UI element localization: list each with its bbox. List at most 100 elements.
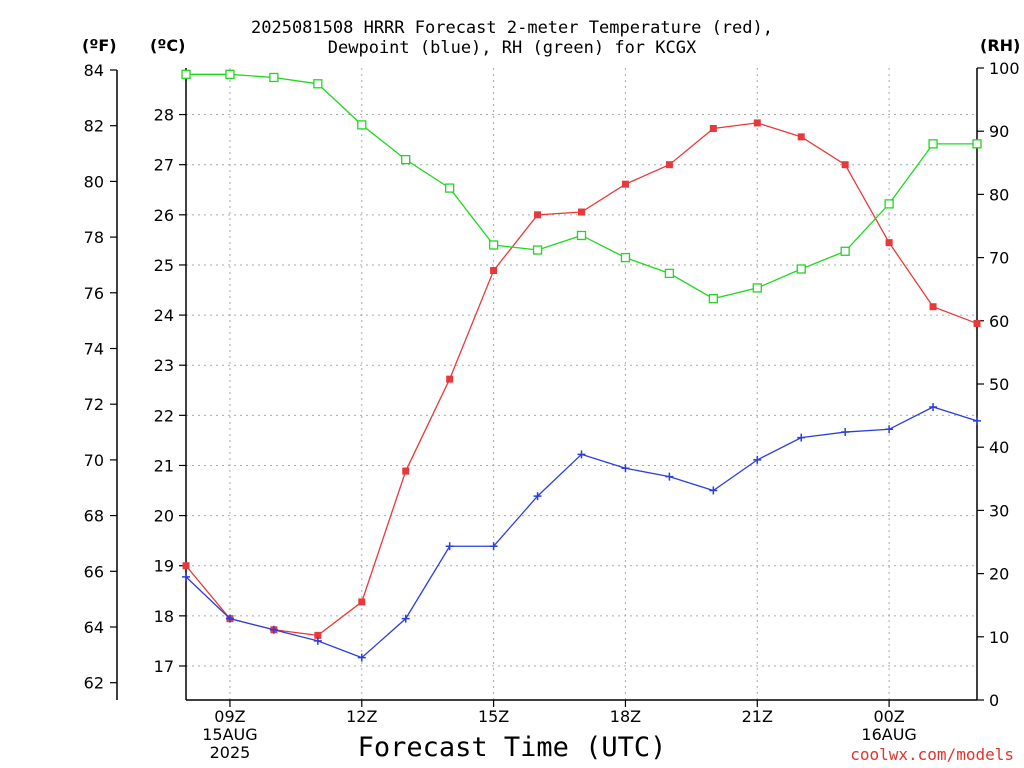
- fahrenheit-tick-label: 80: [84, 172, 104, 191]
- dewpoint-point: [841, 428, 850, 437]
- rh-point: [488, 240, 499, 250]
- dewpoint-point: [621, 464, 630, 473]
- dewpoint-point: [313, 636, 322, 645]
- celsius-tick-label: 24: [154, 306, 174, 325]
- rh-tick-label: 90: [989, 122, 1009, 141]
- temperature-series-line: [185, 122, 978, 637]
- fahrenheit-tick-label: 76: [84, 284, 104, 303]
- dewpoint-point: [885, 425, 894, 434]
- temperature-point: [534, 211, 542, 219]
- dewpoint-point: [665, 472, 674, 481]
- dewpoint-point: [709, 486, 718, 495]
- dewpoint-point: [753, 455, 762, 464]
- fahrenheit-tick-label: 74: [84, 340, 104, 359]
- x-tick-label: 00Z: [873, 707, 904, 726]
- rh-unit-label: (RH): [980, 36, 1021, 55]
- x-tick-label: 2025: [210, 743, 251, 762]
- rh-tick-label: 0: [989, 691, 999, 710]
- x-axis-title: Forecast Time (UTC): [357, 732, 667, 763]
- dewpoint-point: [489, 542, 498, 551]
- rh-point: [357, 120, 367, 130]
- temperature-point: [578, 208, 585, 216]
- rh-point: [928, 139, 938, 149]
- rh-point: [708, 294, 718, 304]
- rh-tick-label: 40: [989, 438, 1009, 457]
- rh-tick-label: 60: [989, 312, 1009, 331]
- celsius-tick-label: 20: [154, 507, 174, 526]
- fahrenheit-tick-label: 78: [84, 228, 104, 247]
- rh-tick-label: 100: [989, 59, 1020, 78]
- x-tick-label: 16AUG: [861, 725, 916, 744]
- celsius-unit-label: (ºC): [150, 36, 186, 55]
- dewpoint-point: [269, 625, 278, 634]
- rh-tick-label: 70: [989, 249, 1009, 268]
- temperature-point: [402, 467, 410, 475]
- x-tick-label: 09Z: [214, 707, 245, 726]
- celsius-tick-label: 22: [154, 406, 174, 425]
- chart-title: 2025081508 HRRR Forecast 2-meter Tempera…: [251, 18, 773, 38]
- temperature-point: [621, 180, 629, 188]
- dewpoint-point: [357, 653, 366, 662]
- rh-point: [752, 283, 762, 293]
- rh-point: [225, 69, 235, 79]
- temperature-point: [753, 119, 761, 127]
- temperature-point: [490, 267, 498, 275]
- rh-point: [181, 69, 191, 79]
- rh-point: [269, 72, 279, 83]
- temperature-point: [841, 161, 849, 169]
- rh-tick-label: 10: [989, 628, 1009, 647]
- dewpoint-point: [797, 433, 806, 442]
- celsius-tick-label: 25: [154, 256, 174, 275]
- rh-tick-label: 50: [989, 375, 1009, 394]
- fahrenheit-unit-label: (ºF): [82, 36, 117, 55]
- temperature-point: [446, 375, 454, 383]
- fahrenheit-tick-label: 62: [84, 674, 104, 693]
- rh-point: [796, 264, 806, 274]
- fahrenheit-tick-label: 70: [84, 451, 104, 470]
- celsius-tick-label: 28: [154, 106, 174, 125]
- celsius-tick-label: 26: [154, 206, 174, 225]
- celsius-tick-label: 21: [154, 456, 174, 475]
- fahrenheit-tick-label: 66: [84, 562, 104, 581]
- rh-point: [620, 252, 631, 263]
- celsius-tick-label: 19: [154, 557, 174, 576]
- dewpoint-point: [225, 614, 234, 623]
- fahrenheit-tick-label: 72: [84, 395, 104, 414]
- celsius-tick-label: 23: [154, 356, 174, 375]
- temperature-point: [665, 161, 673, 169]
- dewpoint-point: [533, 492, 542, 501]
- dewpoint-series-line: [185, 406, 978, 659]
- fahrenheit-tick-label: 68: [84, 507, 104, 526]
- rh-point: [445, 183, 455, 193]
- fahrenheit-tick-label: 82: [84, 117, 104, 136]
- celsius-tick-label: 17: [154, 657, 174, 676]
- rh-point: [576, 230, 587, 241]
- temperature-point: [358, 598, 366, 606]
- temperature-point: [182, 562, 190, 570]
- site-credit: coolwx.com/models: [850, 745, 1014, 764]
- rh-point: [840, 246, 850, 256]
- dewpoint-point: [182, 572, 190, 581]
- rh-point: [532, 245, 543, 255]
- x-tick-label: 12Z: [346, 707, 377, 726]
- x-tick-label: 21Z: [742, 707, 773, 726]
- celsius-tick-label: 27: [154, 156, 174, 175]
- dewpoint-point: [577, 450, 586, 459]
- rh-point: [884, 199, 894, 209]
- dewpoint-point: [973, 416, 981, 425]
- temperature-point: [314, 631, 322, 639]
- rh-point: [972, 139, 982, 149]
- rh-tick-label: 80: [989, 185, 1009, 204]
- x-tick-label: 15Z: [478, 707, 509, 726]
- temperature-point: [929, 303, 937, 311]
- dewpoint-point: [401, 614, 410, 623]
- x-tick-label: 15AUG: [202, 725, 257, 744]
- temperature-point: [973, 319, 981, 327]
- rh-point: [401, 154, 411, 165]
- temperature-point: [885, 239, 893, 247]
- chart-subtitle: Dewpoint (blue), RH (green) for KCGX: [327, 38, 697, 58]
- temperature-point: [709, 124, 717, 132]
- dewpoint-point: [445, 542, 454, 551]
- fahrenheit-tick-label: 84: [84, 61, 104, 80]
